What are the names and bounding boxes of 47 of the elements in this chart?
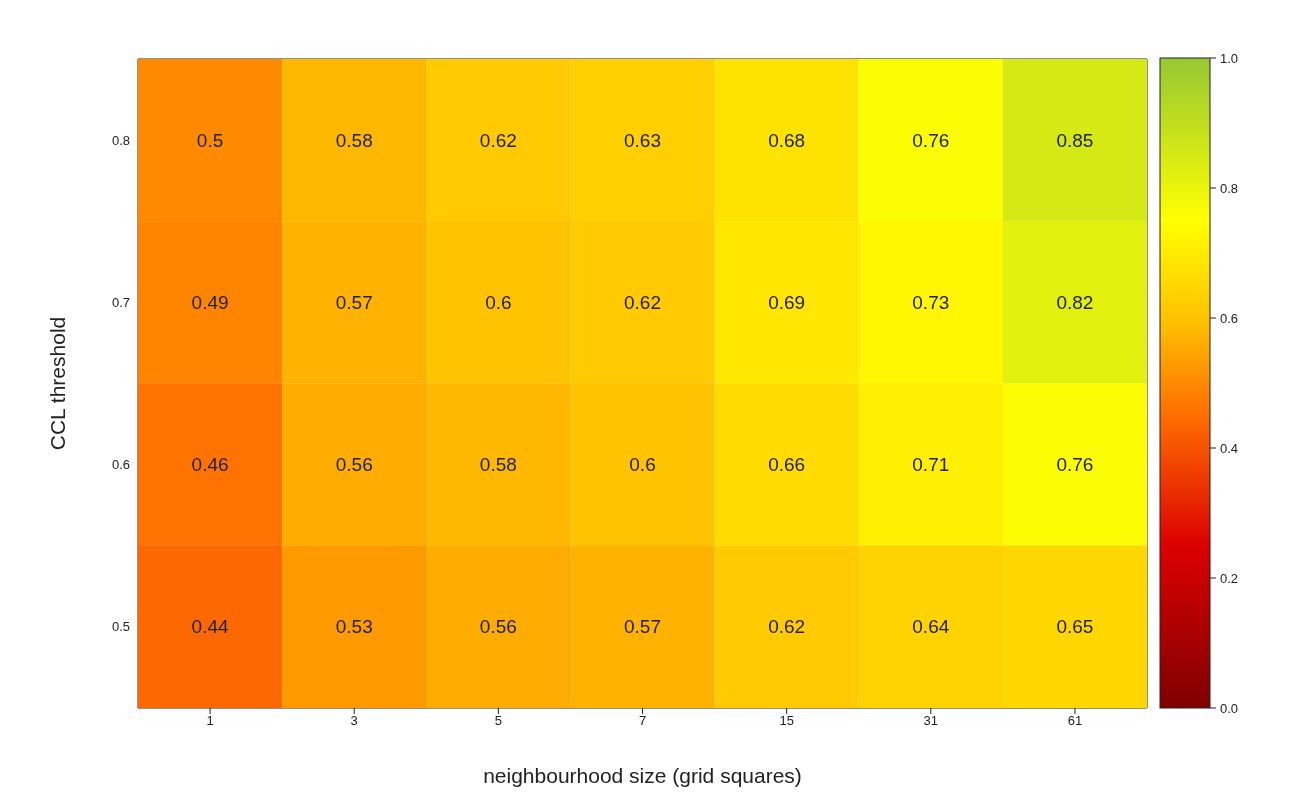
x-tick-label: 5 (494, 713, 502, 729)
x-tick-label: 1 (206, 713, 214, 729)
data-label: 0.85 (1056, 129, 1094, 151)
data-label: 0.57 (624, 616, 661, 638)
color-bar-label: 0.6 (1220, 310, 1239, 326)
color-bar-label: 0.4 (1220, 440, 1239, 456)
data-label: 0.66 (768, 454, 806, 476)
data-label: 0.57 (335, 291, 373, 313)
data-label: 0.5 (196, 129, 224, 151)
y-tick-label: 0.6 (111, 457, 130, 473)
x-axis-title: neighbourhood size (grid squares) (483, 764, 802, 787)
data-label: 0.71 (912, 454, 950, 476)
data-label: 0.53 (335, 616, 373, 638)
x-tick-label: 7 (638, 713, 647, 729)
data-label: 0.62 (768, 616, 806, 638)
x-tick-label: 3 (350, 713, 358, 729)
data-label: 0.56 (479, 616, 517, 638)
x-tick-label: 15 (779, 713, 794, 729)
color-bar-label: 0.2 (1220, 570, 1239, 586)
color-bar-label: 0.0 (1220, 700, 1239, 716)
data-label: 0.6 (485, 291, 512, 313)
data-label: 0.63 (624, 129, 661, 151)
data-label: 0.82 (1056, 291, 1094, 313)
data-label: 0.46 (191, 454, 229, 476)
data-label: 0.76 (912, 129, 950, 151)
data-label: 0.73 (912, 291, 950, 313)
data-label: 0.56 (335, 454, 373, 476)
data-label: 0.62 (479, 129, 517, 151)
data-label: 0.68 (768, 129, 806, 151)
data-label: 0.58 (335, 129, 373, 151)
data-label: 0.44 (191, 616, 229, 638)
data-label: 0.49 (191, 291, 229, 313)
x-tick-label: 61 (1067, 713, 1083, 729)
data-label: 0.62 (624, 291, 661, 313)
data-label: 0.58 (479, 454, 517, 476)
y-tick-label: 0.5 (111, 619, 130, 635)
y-tick-label: 0.8 (111, 132, 130, 148)
y-axis-title: CCL threshold (46, 316, 70, 451)
color-bar-label: 0.8 (1220, 180, 1239, 196)
data-label: 0.76 (1056, 454, 1094, 476)
color-bar-label: 1.0 (1220, 50, 1239, 66)
x-tick-label: 31 (923, 713, 939, 729)
data-label: 0.64 (912, 616, 950, 638)
y-tick-label: 0.7 (111, 294, 130, 310)
data-label: 0.6 (629, 454, 656, 476)
data-label: 0.65 (1056, 616, 1094, 638)
data-label: 0.69 (768, 291, 806, 313)
